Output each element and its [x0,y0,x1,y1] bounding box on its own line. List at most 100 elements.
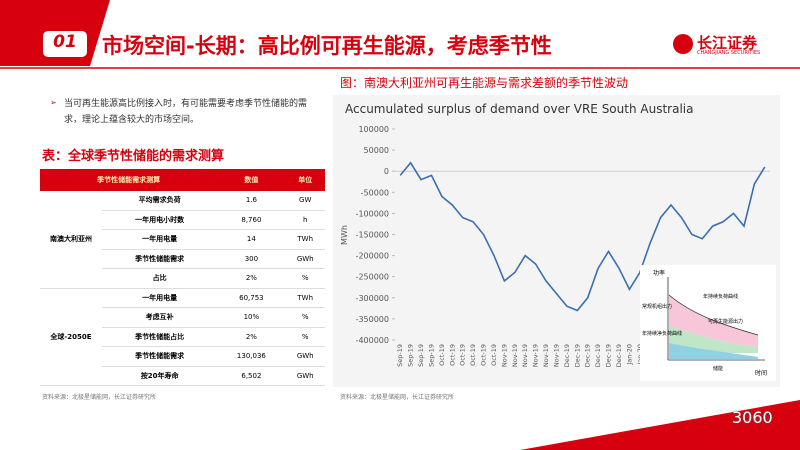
inset-curve [668,294,759,336]
cell: 60,753 [217,288,286,308]
y-tick-label: 0 [384,167,389,176]
x-tick-label: Nov-19 [542,344,550,367]
group-cell: 全球-2050E [40,288,102,386]
y-tick-label: -400000 [356,336,389,345]
row: 季节性储能占比 2%% [40,327,325,347]
x-tick-label: Oct-19 [490,344,498,366]
y-tick-label: -250000 [356,273,389,282]
x-tick-label: Sep-19 [427,344,435,367]
header-cell: 数值 [217,169,286,191]
cell: 10% [217,307,286,328]
cell: 季节性储能占比 [102,327,218,347]
figure-caption: 图：南澳大利亚州可再生能源与需求差额的季节性波动 [340,76,629,90]
watermark: 3060 [732,408,773,427]
x-tick-label: Dec-19 [615,344,623,367]
x-tick-label: Nov-19 [552,344,560,367]
y-tick-label: -200000 [356,252,389,261]
row: 全球-2050E 一年用电量 60,753 TWh [40,288,325,386]
section-number: 01 [53,32,77,52]
cell: 2% [217,327,286,347]
cell: 季节性储能需求 [102,249,218,269]
inset-label: 年持续净负荷曲线 [642,330,682,337]
y-axis-label: MWh [340,225,349,245]
y-tick-label: 50000 [364,146,389,155]
logo-en: CHANGJIANG SECURITIES [697,50,761,56]
group-cell: 南澳大利亚州 [40,191,102,289]
x-tick-label: Oct-19 [438,344,446,366]
row: 考虑互补 10%% [40,307,325,328]
row: 一年用电小时数 8,760 h [40,210,325,230]
cell: 300 [217,249,286,269]
cell: 1.6 [217,191,286,211]
inset: 功率 时间 年持续负荷曲线 常规机组出力 可再生能源出力 年持续净负荷曲线 储能 [640,265,776,381]
inset-area [669,295,758,347]
y-tick-label: -50000 [361,188,389,197]
cell: 季节性储能需求 [102,346,218,367]
cell: GWh [285,366,325,386]
inset-label: 年持续负荷曲线 [703,293,738,300]
cell: 8,760 [217,210,286,230]
inset-label: 储能 [713,365,723,372]
x-tick-label: Sep-19 [396,344,404,367]
table-source: 资料来源：北极星储能网，长江证券研究所 [42,394,157,401]
x-tick-label: Dec-19 [605,344,613,367]
cell: 平均需求负荷 [102,191,218,211]
cell: 130,036 [217,346,286,367]
y-tick-label: -300000 [356,294,389,303]
inset-label: 时间 [755,369,767,377]
y-tick-label: -150000 [356,231,389,240]
inset-label: 可再生能源出力 [708,318,743,325]
x-tick-label: Dec-19 [594,344,602,367]
cell: 考虑互补 [102,307,218,328]
row: 一年用电量 14 TWh [40,229,325,250]
cell: % [285,268,325,289]
table: 季节性储能需求测算 数值 单位 南澳大利亚州 平均需求负荷 1.6 GW 一年用电小时数 8,7… [40,169,325,386]
cell: GWh [285,346,325,367]
slide-title: 市场空间-长期：高比例可再生能源，考虑季节性 [102,34,552,58]
x-tick-label: Jan-20 [636,344,644,366]
cell: 6,502 [217,366,286,386]
inset-area [669,343,758,359]
logo-mark [673,34,693,54]
cell: 一年用电量 [102,229,218,250]
corner [520,400,800,450]
row: 季节性储能需求 300 GWh [40,249,325,269]
header-row: 季节性储能需求测算 数值 单位 [40,169,325,191]
y-tick-label: -350000 [356,315,389,324]
cell: 一年用电小时数 [102,210,218,230]
y-tick-label: -100000 [356,209,389,218]
line [399,161,766,312]
bullet-mark: ➢ [50,98,57,107]
x-tick-label: Oct-19 [469,344,477,366]
row: 占比 2%% [40,268,325,289]
x-tick-label: Nov-19 [500,344,508,367]
cell: h [285,210,325,230]
table-title: 表：全球季节性储能的需求测算 [42,149,225,164]
inset-area [669,325,758,353]
logo-text: 长江证券 [697,34,758,52]
inset-label: 功率 [653,269,665,277]
x-tick-label: Jan-20 [625,344,633,366]
cell: GWh [285,249,325,269]
chart-title: Accumulated surplus of demand over VRE S… [345,102,693,116]
x-tick-label: Oct-19 [480,344,488,366]
number-badge [41,29,89,59]
header-cell: 季节性储能需求测算 [40,169,218,191]
x-tick-label: Oct-19 [448,344,456,366]
figure-source: 资料来源：北极星储能网，长江证券研究所 [340,394,455,401]
cell: 14 [217,229,286,250]
x-tick-label: Nov-19 [521,344,529,367]
row: 季节性储能需求 130,036 GWh [40,346,325,367]
x-tick-label: Dec-19 [584,344,592,367]
x-tick-label: Sep-19 [417,344,425,367]
header-cell: 单位 [285,169,325,191]
x-tick-label: Oct-19 [459,344,467,366]
x-tick-label: Nov-19 [511,344,519,367]
cell: 按20年寿命 [102,366,218,386]
bullet-text: 当可再生能源高比例接入时，有可能需要考虑季节性储能的需求，理论上蕴含较大的市场空… [64,99,308,125]
y-tick-label: 100000 [358,125,389,134]
cell: 占比 [102,268,218,289]
cell: 2% [217,268,286,289]
